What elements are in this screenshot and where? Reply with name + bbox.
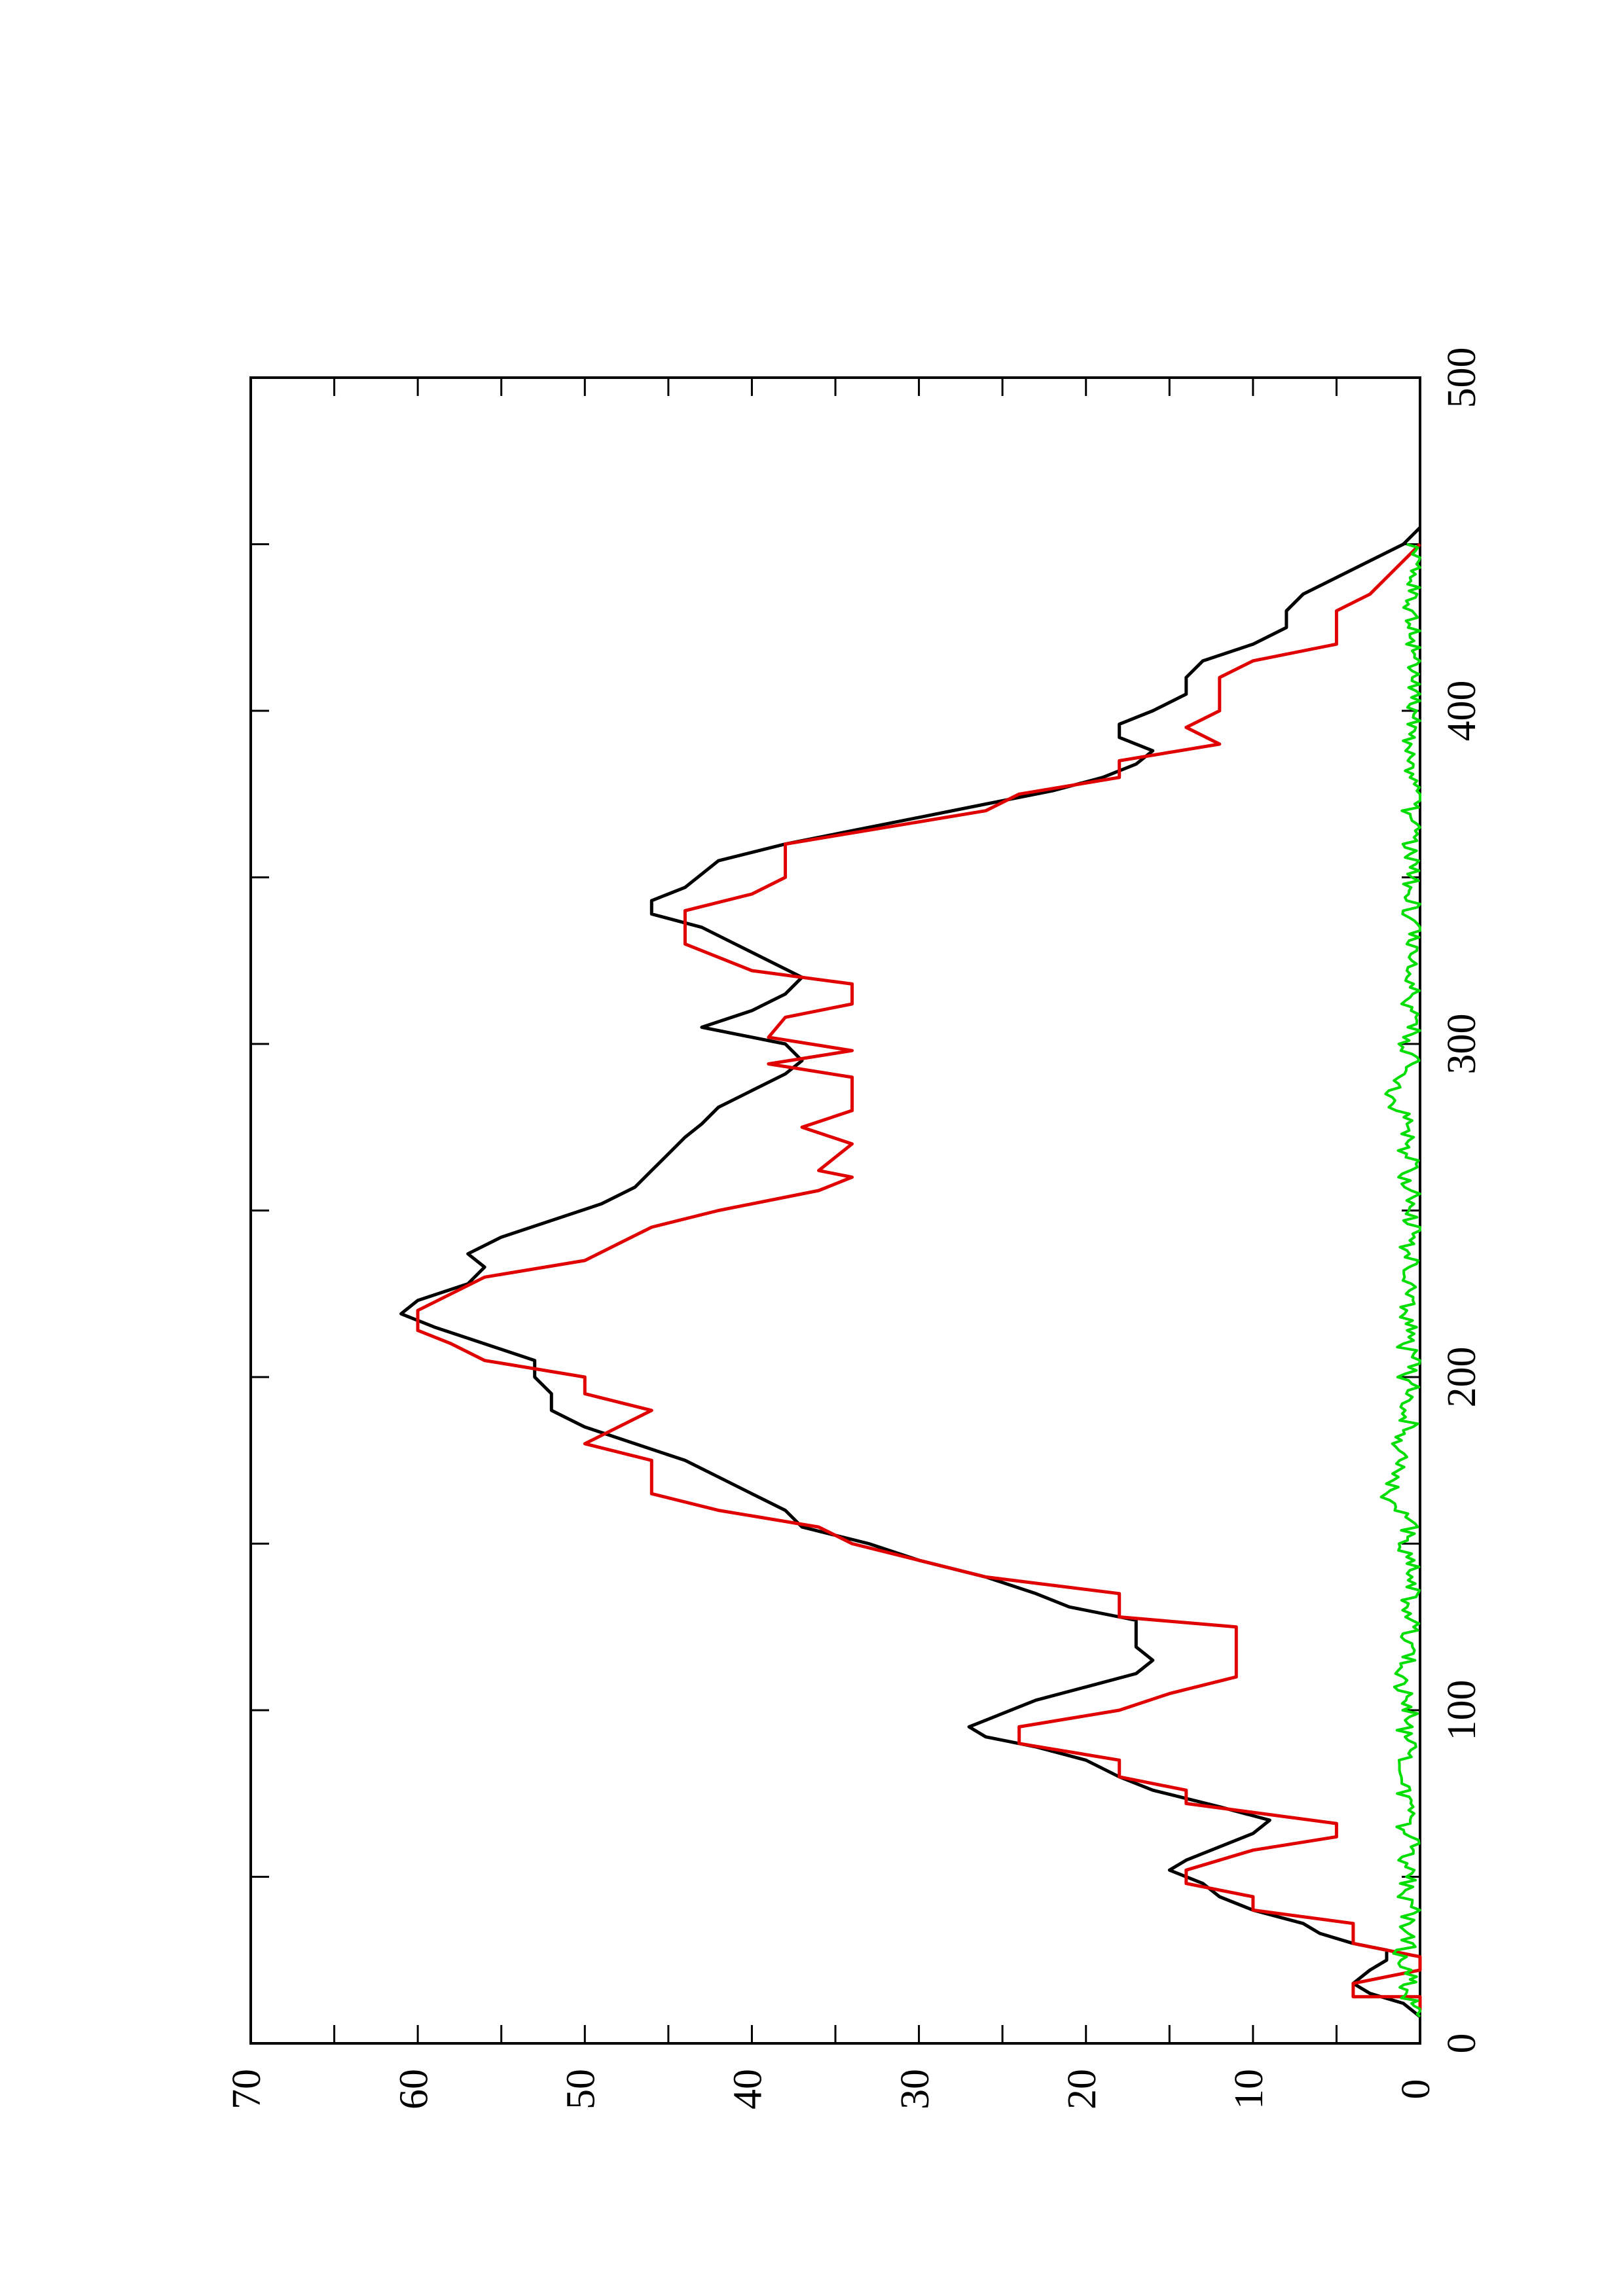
axis-ticks xyxy=(249,376,1421,2045)
x-tick-label: 500 xyxy=(1440,348,1484,408)
series-group xyxy=(399,526,1422,2018)
y-tick-label: 0 xyxy=(1394,2079,1438,2100)
x-tick-label: 0 xyxy=(1440,2034,1484,2054)
y-tick-label: 40 xyxy=(726,2069,771,2109)
series-line-3 xyxy=(1379,543,1421,2018)
x-tick-label: 100 xyxy=(1440,1680,1484,1741)
plot-frame xyxy=(249,376,1421,2045)
y-tick-label: 70 xyxy=(225,2069,269,2109)
series-line-2 xyxy=(416,543,1422,2011)
x-tick-label: 400 xyxy=(1440,681,1484,742)
x-tick-label: 200 xyxy=(1440,1347,1484,1408)
y-tick-label: 20 xyxy=(1060,2069,1104,2109)
axis-tick-labels: 0 100 200 300 400 500 0 10 20 30 40 50 60 70 xyxy=(225,348,1484,2110)
x-tick-label: 300 xyxy=(1440,1014,1484,1075)
y-tick-label: 60 xyxy=(392,2069,436,2109)
y-tick-label: 30 xyxy=(893,2069,938,2109)
y-tick-label: 50 xyxy=(559,2069,604,2109)
series-line-1 xyxy=(399,526,1421,2018)
y-tick-label: 10 xyxy=(1227,2069,1271,2109)
